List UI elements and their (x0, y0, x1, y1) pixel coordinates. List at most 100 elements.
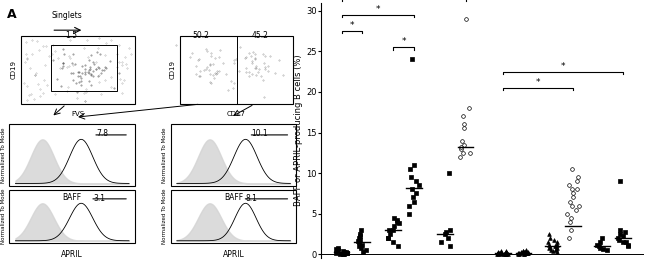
Point (615, 179, 625, 183)
Point (517, 250, 528, 254)
Point (492, 251, 502, 256)
Point (572, 179, 582, 183)
FancyBboxPatch shape (171, 190, 296, 243)
Point (406, 187, 417, 192)
Point (612, 236, 623, 240)
Point (552, 250, 563, 254)
Point (549, 238, 559, 242)
Point (355, 232, 365, 236)
Point (445, 171, 455, 175)
Text: 7.8: 7.8 (96, 129, 108, 138)
Point (337, 251, 348, 256)
Text: Normalized To Mode: Normalized To Mode (1, 189, 6, 244)
Point (573, 204, 584, 208)
Point (354, 244, 364, 248)
Point (393, 221, 404, 226)
Point (354, 236, 364, 240)
Point (493, 251, 503, 255)
Point (443, 236, 453, 240)
Point (542, 240, 552, 244)
Point (441, 229, 451, 234)
Point (409, 199, 419, 204)
Point (513, 251, 523, 255)
Point (519, 251, 529, 256)
Point (493, 251, 504, 256)
Point (595, 246, 605, 250)
Point (393, 244, 404, 248)
Text: Normalized To Mode: Normalized To Mode (162, 127, 167, 182)
Point (519, 250, 530, 254)
Point (458, 143, 469, 147)
Point (603, 248, 613, 252)
Point (564, 236, 574, 240)
Point (543, 242, 554, 247)
Point (621, 240, 631, 244)
Point (595, 240, 605, 244)
Point (567, 167, 577, 171)
Point (408, 195, 419, 200)
Point (337, 249, 348, 253)
Text: Normalized To Mode: Normalized To Mode (1, 127, 6, 182)
FancyBboxPatch shape (180, 36, 293, 104)
Point (440, 232, 450, 236)
Point (618, 240, 628, 244)
Text: *: * (401, 38, 406, 46)
Point (493, 251, 503, 255)
Point (383, 236, 393, 240)
Text: BAFF: BAFF (224, 193, 243, 202)
Point (500, 251, 511, 255)
Point (332, 248, 343, 252)
Point (499, 251, 510, 256)
Point (592, 242, 602, 247)
Point (500, 250, 511, 254)
Text: CD19: CD19 (169, 60, 176, 79)
Point (493, 250, 503, 254)
Point (391, 218, 402, 222)
Point (551, 244, 561, 248)
Point (544, 246, 554, 250)
Point (413, 183, 424, 187)
FancyBboxPatch shape (171, 124, 296, 186)
Point (464, 106, 474, 110)
Point (456, 145, 467, 149)
Point (496, 251, 506, 255)
Point (361, 248, 371, 252)
Point (618, 234, 628, 239)
Text: 10.1: 10.1 (252, 129, 268, 138)
Point (445, 244, 455, 248)
Text: Normalized To Mode: Normalized To Mode (162, 189, 167, 244)
Point (519, 251, 529, 256)
Text: APRIL: APRIL (61, 250, 83, 259)
Point (458, 151, 468, 155)
Point (566, 187, 577, 192)
Point (518, 249, 528, 253)
Point (339, 250, 350, 254)
Point (455, 155, 465, 159)
Point (341, 250, 351, 254)
Point (500, 251, 510, 256)
Point (619, 229, 630, 234)
Text: FVS: FVS (72, 111, 84, 117)
Point (521, 251, 532, 255)
Point (523, 251, 534, 255)
Text: CD19: CD19 (11, 60, 17, 79)
Point (459, 126, 469, 130)
Point (570, 207, 580, 212)
Point (383, 236, 393, 240)
FancyBboxPatch shape (10, 124, 135, 186)
Point (521, 248, 531, 252)
Text: Singlets: Singlets (51, 11, 82, 20)
Point (562, 212, 573, 216)
Point (356, 228, 366, 232)
Text: *: * (376, 5, 380, 14)
Point (404, 204, 415, 208)
Point (389, 216, 400, 220)
Point (552, 240, 562, 244)
Text: *: * (536, 78, 540, 87)
Point (456, 147, 466, 151)
Point (335, 251, 345, 256)
Point (551, 248, 561, 252)
Text: 50.2: 50.2 (192, 31, 209, 40)
Point (332, 251, 342, 255)
Point (358, 250, 369, 254)
